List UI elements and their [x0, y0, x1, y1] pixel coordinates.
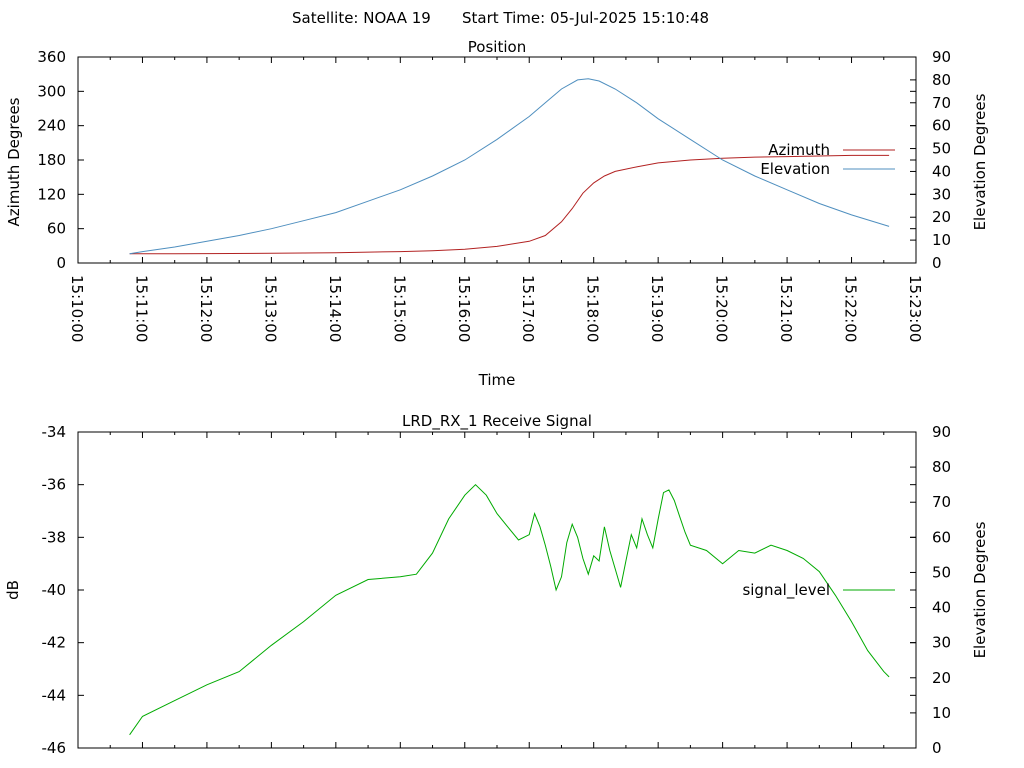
x-tick-label: 15:23:00	[906, 275, 924, 342]
y2-tick-label: 0	[932, 739, 942, 757]
legend-label: Elevation	[760, 160, 830, 178]
x-tick-label: 15:10:00	[68, 275, 86, 342]
x-tick-label: 15:14:00	[326, 275, 344, 342]
y2-tick-label: 40	[932, 599, 951, 617]
y-tick-label: 180	[37, 151, 66, 169]
y-tick-label: 60	[47, 220, 66, 238]
position-lines	[129, 78, 890, 255]
y-tick-label: -38	[42, 528, 67, 546]
x-tick-label: 15:11:00	[132, 275, 150, 342]
y-tick-label: 0	[56, 254, 66, 272]
x-tick-label: 15:22:00	[842, 275, 860, 342]
y2-tick-label: 20	[932, 669, 951, 687]
y2-tick-label: 0	[932, 254, 942, 272]
y2-tick-label: 30	[932, 185, 951, 203]
position-ticks: 0 60 120 180 240 300 360 0 10 20 30 40 50 60 70 80 90 15:…	[37, 48, 951, 342]
legend-label: signal_level	[742, 581, 830, 600]
signal-chart: LRD_RX_1 Receive Signal dB Elevation Deg…	[4, 412, 989, 757]
series-line-azimuth	[129, 154, 890, 255]
y-tick-label: -36	[42, 476, 67, 494]
satellite-label: Satellite: NOAA 19	[292, 9, 431, 27]
position-title: Position	[468, 38, 526, 56]
y2-tick-label: 30	[932, 634, 951, 652]
x-tick-label: 15:12:00	[197, 275, 215, 342]
db-axis-label: dB	[4, 580, 22, 600]
x-tick-label: 15:20:00	[713, 275, 731, 342]
y-tick-label: 360	[37, 48, 66, 66]
y2-tick-label: 50	[932, 563, 951, 581]
signal-lines	[129, 484, 890, 736]
x-tick-label: 15:15:00	[390, 275, 408, 342]
y-tick-label: -42	[42, 634, 67, 652]
x-tick-label: 15:18:00	[584, 275, 602, 342]
y2-tick-label: 80	[932, 71, 951, 89]
position-chart: Position Time Azimuth Degrees Elevation …	[5, 38, 989, 389]
y-tick-label: -44	[42, 686, 67, 704]
y2-tick-label: 40	[932, 162, 951, 180]
signal-title: LRD_RX_1 Receive Signal	[402, 412, 592, 431]
y2-tick-label: 70	[932, 493, 951, 511]
y2-tick-label: 50	[932, 140, 951, 158]
x-tick-label: 15:17:00	[519, 275, 537, 342]
y2-tick-label: 90	[932, 48, 951, 66]
legend-label: Azimuth	[768, 141, 830, 159]
y2-tick-label: 60	[932, 528, 951, 546]
start-time-label: Start Time: 05-Jul-2025 15:10:48	[462, 9, 709, 27]
y-tick-label: -46	[42, 739, 67, 757]
y-tick-label: 240	[37, 117, 66, 135]
y2-tick-label: 10	[932, 704, 951, 722]
y2-tick-label: 10	[932, 231, 951, 249]
signal-ticks: -46 -44 -42 -40 -38 -36 -34 0 10 20 30 40 50 60 70 80 90	[42, 423, 952, 757]
y-tick-label: 300	[37, 82, 66, 100]
y2-tick-label: 70	[932, 94, 951, 112]
y2-tick-label: 20	[932, 208, 951, 226]
series-line-signal_level	[129, 484, 890, 736]
series-line-elevation	[129, 78, 890, 255]
y-tick-label: -34	[42, 423, 67, 441]
y2-tick-label: 60	[932, 117, 951, 135]
x-tick-label: 15:19:00	[648, 275, 666, 342]
header: Satellite: NOAA 19 Start Time: 05-Jul-20…	[292, 9, 709, 27]
signal-legend: signal_level	[742, 581, 895, 600]
x-tick-label: 15:16:00	[455, 275, 473, 342]
x-tick-label: 15:13:00	[261, 275, 279, 342]
y-tick-label: 120	[37, 185, 66, 203]
y2-tick-label: 90	[932, 423, 951, 441]
azimuth-axis-label: Azimuth Degrees	[5, 97, 23, 226]
signal-elevation-axis-label: Elevation Degrees	[971, 521, 989, 658]
x-tick-label: 15:21:00	[777, 275, 795, 342]
elevation-axis-label: Elevation Degrees	[971, 93, 989, 230]
y-tick-label: -40	[42, 581, 67, 599]
position-xlabel: Time	[478, 371, 516, 389]
y2-tick-label: 80	[932, 458, 951, 476]
